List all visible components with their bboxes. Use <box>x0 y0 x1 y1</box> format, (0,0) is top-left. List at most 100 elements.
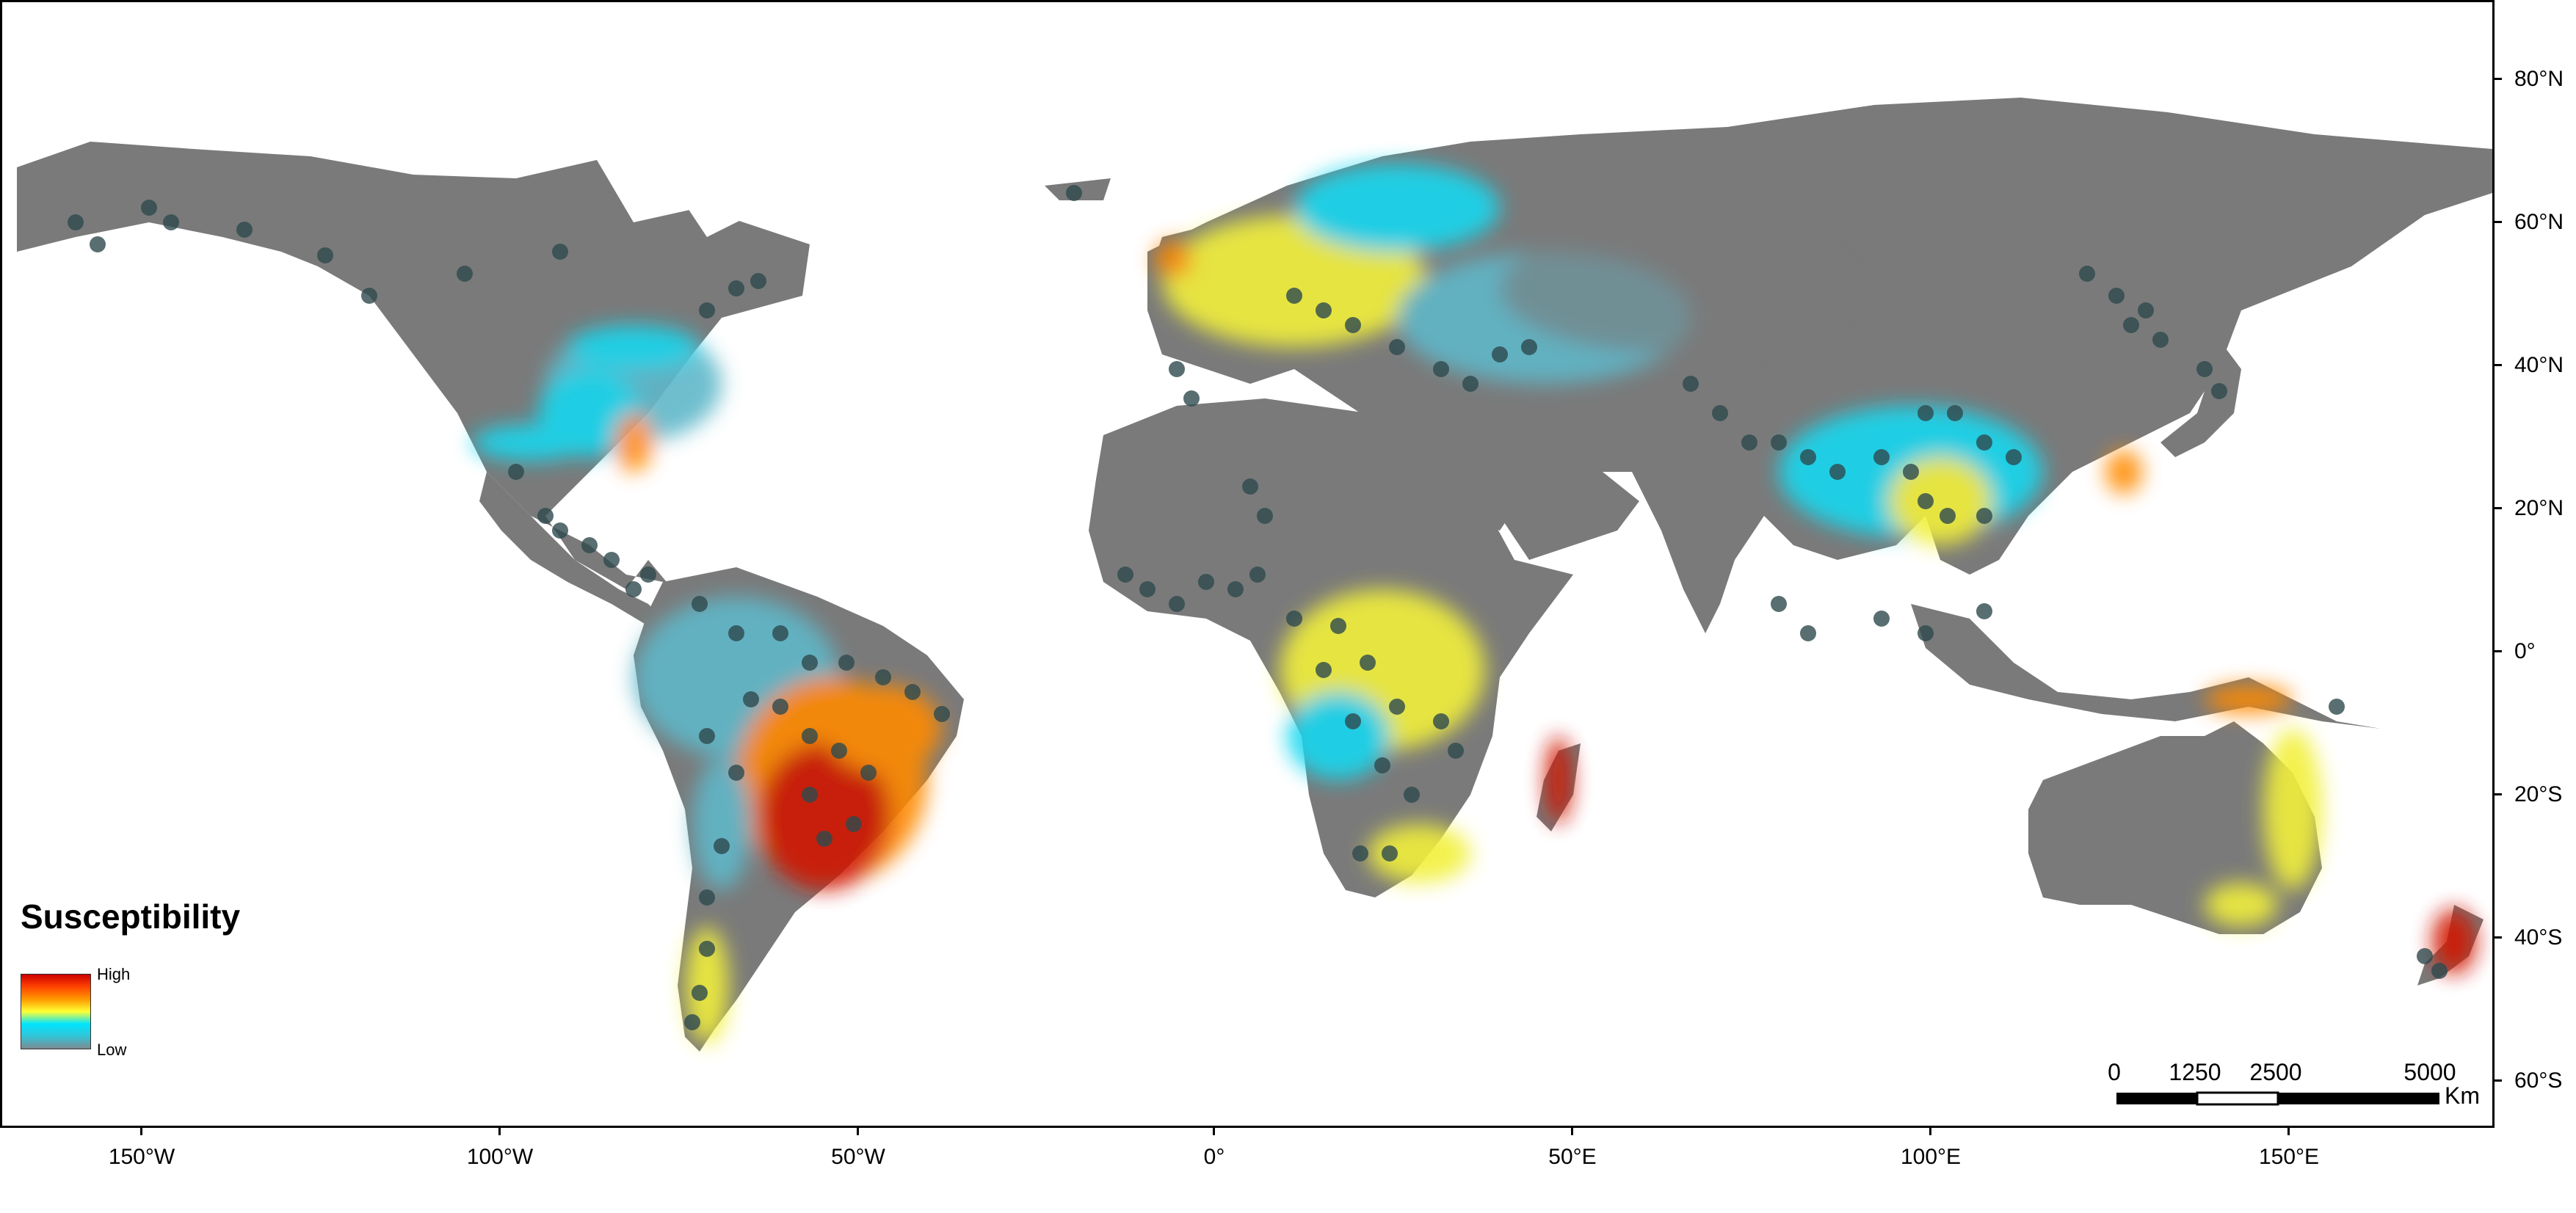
arabian-peninsula <box>1456 420 1639 560</box>
occurrence-point <box>802 655 818 671</box>
occurrence-point <box>1873 449 1890 465</box>
world-map[interactable] <box>2 2 2492 1126</box>
central-america <box>479 472 663 626</box>
occurrence-point <box>1169 596 1185 612</box>
occurrence-point <box>875 669 891 685</box>
occurrence-point <box>831 743 847 759</box>
occurrence-point <box>1771 596 1787 612</box>
legend-color-ramp <box>21 974 91 1049</box>
occurrence-point <box>457 266 473 282</box>
occurrence-point <box>714 838 730 854</box>
scale-label: 1250 <box>2169 1059 2221 1085</box>
occurrence-point <box>692 985 708 1001</box>
occurrence-point <box>1712 405 1728 421</box>
occurrence-point <box>1976 508 1992 524</box>
occurrence-point <box>699 941 715 957</box>
occurrence-point <box>552 522 568 539</box>
occurrence-point <box>699 728 715 744</box>
x-tick-mark <box>1571 1128 1573 1135</box>
y-tick-mark <box>2495 1079 2502 1082</box>
occurrence-point <box>1389 699 1405 715</box>
x-tick-mark <box>1929 1128 1931 1135</box>
occurrence-point <box>1976 434 1992 451</box>
occurrence-point <box>772 625 788 641</box>
occurrence-point <box>2079 266 2095 282</box>
occurrence-point <box>1492 346 1508 363</box>
occurrence-point <box>1360 655 1376 671</box>
occurrence-point <box>2123 317 2139 333</box>
occurrence-point <box>1741 434 1757 451</box>
occurrence-point <box>1918 493 1934 509</box>
occurrence-point <box>1800 449 1816 465</box>
occurrence-point <box>2431 963 2448 979</box>
y-tick-label: 0° <box>2514 639 2536 663</box>
occurrence-point <box>1433 713 1449 729</box>
occurrence-point <box>1183 390 1200 407</box>
occurrence-point <box>141 200 157 216</box>
scale-label: 2500 <box>2249 1059 2302 1085</box>
map-frame <box>0 0 2495 1128</box>
y-tick-label: 20°N <box>2514 496 2564 520</box>
occurrence-point <box>934 706 950 722</box>
occurrence-point <box>1257 508 1273 524</box>
y-tick-mark <box>2495 221 2502 223</box>
y-tick-label: 60°N <box>2514 210 2564 234</box>
occurrence-point <box>2108 288 2125 304</box>
x-tick-label: 100°W <box>466 1145 534 1169</box>
y-tick-label: 80°N <box>2514 67 2564 91</box>
occurrence-point <box>68 214 84 230</box>
greenland <box>641 98 795 237</box>
scale-bar-segment <box>2196 1091 2279 1106</box>
occurrence-point <box>684 1014 700 1030</box>
occurrence-point <box>802 787 818 803</box>
occurrence-point <box>625 581 642 597</box>
occurrence-point <box>1374 757 1390 773</box>
occurrence-point <box>1345 713 1361 729</box>
y-tick-label: 40°S <box>2514 925 2563 950</box>
legend-title: Susceptibility <box>21 897 241 936</box>
occurrence-point <box>317 247 333 263</box>
occurrence-point <box>2152 332 2169 348</box>
occurrence-point <box>1947 405 1963 421</box>
occurrence-point <box>2196 361 2213 377</box>
occurrence-point <box>1316 302 1332 318</box>
occurrence-points <box>68 185 2448 1030</box>
y-tick-mark <box>2495 78 2502 80</box>
y-tick-mark <box>2495 650 2502 652</box>
occurrence-point <box>1521 339 1537 355</box>
legend-low-label: Low <box>97 1041 127 1059</box>
occurrence-point <box>1771 434 1787 451</box>
y-tick-mark <box>2495 936 2502 939</box>
occurrence-point <box>1873 611 1890 627</box>
continent-eurasia <box>1147 98 2492 633</box>
occurrence-point <box>802 728 818 744</box>
occurrence-point <box>1433 361 1449 377</box>
legend-high-label: High <box>97 965 131 983</box>
occurrence-point <box>2138 302 2154 318</box>
occurrence-point <box>904 684 921 700</box>
scale-unit: Km <box>2445 1082 2480 1109</box>
occurrence-point <box>1198 574 1214 590</box>
x-tick-label: 150°E <box>2258 1145 2320 1169</box>
occurrence-point <box>699 302 715 318</box>
continent-australia <box>2028 721 2322 934</box>
x-tick-label: 50°W <box>831 1145 885 1169</box>
occurrence-point <box>1448 743 1464 759</box>
occurrence-point <box>2417 948 2433 964</box>
occurrence-point <box>728 280 744 296</box>
occurrence-point <box>1316 662 1332 678</box>
occurrence-point <box>581 537 598 553</box>
y-tick-mark <box>2495 364 2502 366</box>
x-tick-mark <box>140 1128 142 1135</box>
occurrence-point <box>1330 618 1346 634</box>
occurrence-point <box>1286 611 1302 627</box>
occurrence-point <box>846 816 862 832</box>
occurrence-point <box>1242 478 1258 495</box>
occurrence-point <box>728 625 744 641</box>
occurrence-point <box>1389 339 1405 355</box>
occurrence-point <box>699 889 715 906</box>
x-tick-label: 100°E <box>1900 1145 1962 1169</box>
occurrence-point <box>1918 405 1934 421</box>
occurrence-point <box>1286 288 1302 304</box>
occurrence-point <box>1940 508 1956 524</box>
